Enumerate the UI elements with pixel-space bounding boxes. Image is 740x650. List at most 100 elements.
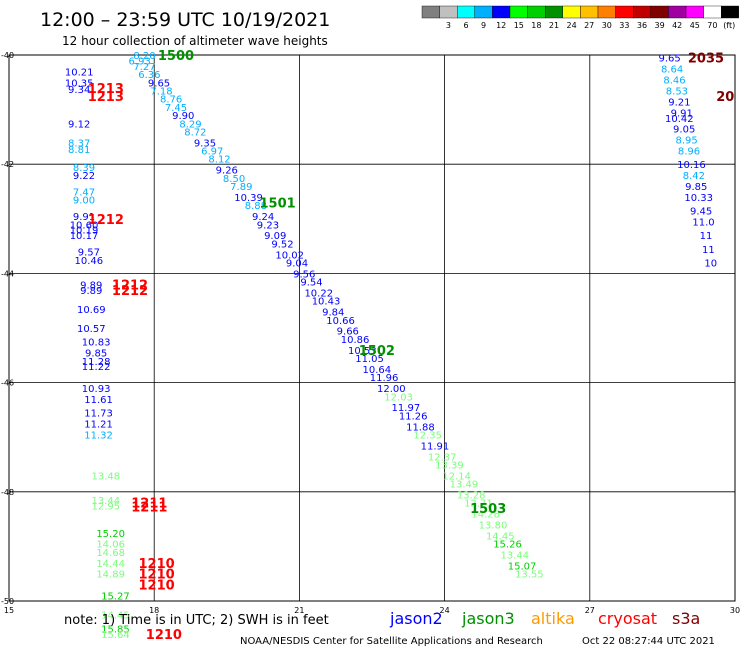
swh-value: 10.42 xyxy=(665,114,694,125)
swh-value: 15.64 xyxy=(101,630,130,641)
color-scale-label: 39 xyxy=(655,21,665,30)
satellite-legend: jason2 jason3 altika cryosat s3a xyxy=(389,609,700,628)
swh-value: 7.18 xyxy=(150,86,172,97)
credit-line: NOAA/NESDIS Center for Satellite Applica… xyxy=(240,636,543,647)
plot-area: 15 18 21 24 27 30-40-42-44-46-48-50 8.206.937… xyxy=(1,49,740,643)
data-points: 8.206.937.276.369.657.188.767.459.908.29… xyxy=(65,51,717,641)
swh-value: 6.93 xyxy=(129,56,151,67)
swh-value: 14.44 xyxy=(96,559,125,570)
swh-value: 11 xyxy=(700,231,713,242)
color-scale-swatch xyxy=(721,5,740,19)
pass-number-label: 1211 xyxy=(131,497,167,512)
swh-value: 14.45 xyxy=(101,611,130,622)
swh-value: 9.05 xyxy=(673,125,695,136)
swh-value: 8.29 xyxy=(179,119,201,130)
plot-frame xyxy=(8,54,736,602)
y-tick-label: -50 xyxy=(1,597,14,606)
pass-number-label: 1210 xyxy=(139,568,175,583)
axis-ticks: 15 18 21 24 27 30 -40 -42 -44 -46 -48 -50 xyxy=(1,51,740,615)
swh-value: 11.05 xyxy=(355,354,384,365)
swh-value: 15.27 xyxy=(101,592,130,603)
swh-value: 10.16 xyxy=(677,160,706,171)
swh-value: 7.45 xyxy=(165,103,187,114)
color-scale-swatch xyxy=(597,5,616,19)
gridlines xyxy=(9,55,735,601)
color-scale-swatch xyxy=(633,5,652,19)
pass-number-label: 1210 xyxy=(139,579,175,594)
swh-value: 15.20 xyxy=(96,529,125,540)
y-tick-label: -42 xyxy=(1,160,14,169)
swh-value: 11.28 xyxy=(82,357,111,368)
satellite-legend-item: s3a xyxy=(672,609,700,628)
swh-value: 8.95 xyxy=(675,136,697,147)
swh-value: 9.26 xyxy=(216,166,238,177)
swh-value: 10.17 xyxy=(70,231,99,242)
swh-value: 11.91 xyxy=(421,441,450,452)
swh-value: 9.56 xyxy=(293,269,315,280)
satellite-legend-item: jason2 xyxy=(389,609,443,628)
swh-value: 10.39 xyxy=(234,193,263,204)
swh-value: 10.35 xyxy=(65,78,94,89)
pass-number-label: 1500 xyxy=(158,49,194,64)
satellite-legend-item: altika xyxy=(531,609,575,628)
color-scale-label: 18 xyxy=(531,21,541,30)
color-scale-legend: 3 6 9 12 15 18 21 24 27 30 33 36 39 42 45 70 (ft) xyxy=(421,5,740,30)
color-scale-swatch xyxy=(545,5,564,19)
color-scale-swatch xyxy=(527,5,546,19)
color-scale-label: 12 xyxy=(496,21,506,30)
color-scale-swatch xyxy=(492,5,511,19)
satellite-legend-item: cryosat xyxy=(598,609,657,628)
swh-value: 9.85 xyxy=(685,182,707,193)
swh-value: 11.88 xyxy=(406,422,435,433)
pass-number-label: 20 xyxy=(716,90,734,105)
x-tick-label: 21 xyxy=(294,606,304,615)
swh-value: 11.96 xyxy=(370,373,399,384)
swh-value: 10.66 xyxy=(326,316,355,327)
x-tick-label: 15 xyxy=(4,606,14,615)
x-tick-label: 24 xyxy=(440,606,450,615)
swh-value: 10.57 xyxy=(77,324,106,335)
swh-value: 9.21 xyxy=(668,97,690,108)
swh-value: 9.66 xyxy=(337,327,359,338)
swh-value: 9.45 xyxy=(690,207,712,218)
color-scale-swatch xyxy=(421,5,440,19)
footnote: note: 1) Time is in UTC; 2) SWH is in fe… xyxy=(64,613,329,628)
swh-value: 8.39 xyxy=(73,163,95,174)
y-tick-label: -40 xyxy=(1,51,14,60)
swh-value: 8.12 xyxy=(208,155,230,166)
swh-value: 15.85 xyxy=(101,624,130,635)
swh-value: 12.03 xyxy=(384,392,413,403)
color-scale-swatch xyxy=(439,5,458,19)
swh-value: 8.46 xyxy=(663,76,685,87)
color-scale-swatch xyxy=(562,5,581,19)
color-scale-label: 24 xyxy=(567,21,577,30)
pass-number-label: 2035 xyxy=(688,52,724,67)
color-scale-swatch xyxy=(650,5,669,19)
swh-value: 10.46 xyxy=(75,256,104,267)
color-scale-swatch xyxy=(668,5,687,19)
swh-value: 10.21 xyxy=(65,67,94,78)
swh-value: 14.68 xyxy=(96,548,125,559)
swh-value: 11.0 xyxy=(692,218,714,229)
color-scale-label: 36 xyxy=(637,21,647,30)
color-scale-swatch xyxy=(457,5,476,19)
swh-value: 10.43 xyxy=(312,297,341,308)
pass-number-label: 1210 xyxy=(139,557,175,572)
swh-value: 12.14 xyxy=(442,471,471,482)
swh-value: 8.72 xyxy=(184,127,206,138)
pass-number-label: 1213 xyxy=(88,90,124,105)
swh-value: 10.93 xyxy=(82,384,111,395)
color-scale-label: 15 xyxy=(514,21,524,30)
swh-value: 9.90 xyxy=(172,111,194,122)
pass-number-label: 1503 xyxy=(470,502,506,517)
swh-value: 10.53 xyxy=(348,346,377,357)
chart-subtitle: 12 hour collection of altimeter wave hei… xyxy=(62,34,328,48)
swh-value: 14.06 xyxy=(96,540,125,551)
swh-value: 8.96 xyxy=(678,147,700,158)
swh-value: 9.12 xyxy=(68,119,90,130)
swh-value: 8.42 xyxy=(683,171,705,182)
swh-value: 9.54 xyxy=(300,278,322,289)
pass-number-label: 1212 xyxy=(112,284,148,299)
swh-value: 13.80 xyxy=(479,521,508,532)
